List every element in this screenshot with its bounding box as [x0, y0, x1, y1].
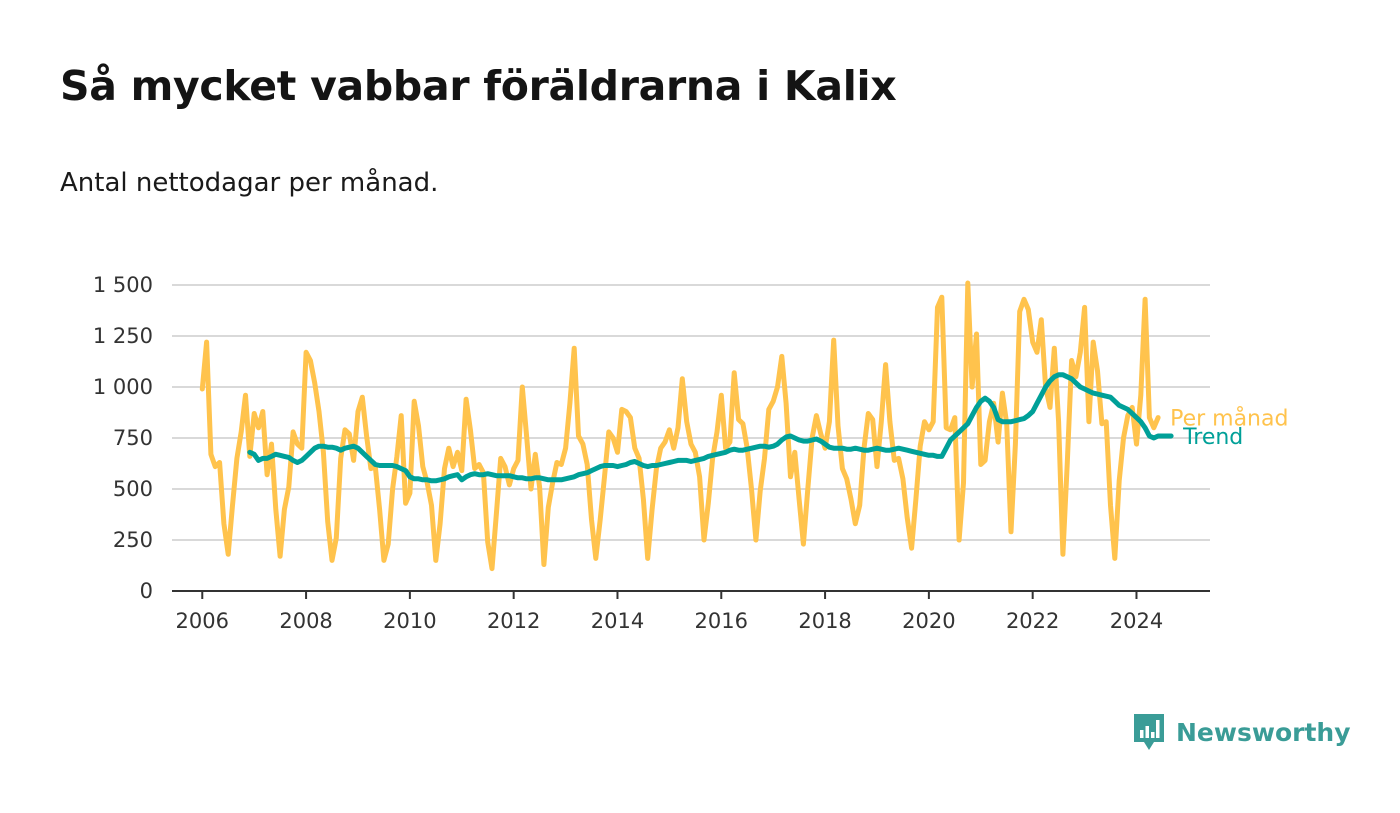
x-tick-label: 2012	[487, 609, 540, 633]
chart-title: Så mycket vabbar föräldrarna i Kalix	[60, 62, 897, 110]
x-tick-label: 2008	[279, 609, 332, 633]
x-tick-label: 2024	[1110, 609, 1163, 633]
x-tick-label: 2006	[176, 609, 229, 633]
series-lines	[199, 280, 1174, 572]
x-tick-label: 2018	[798, 609, 851, 633]
x-tick-label: 2022	[1006, 609, 1059, 633]
x-tick-label: 2014	[591, 609, 644, 633]
x-tick-label: 2010	[383, 609, 436, 633]
y-tick-label: 0	[140, 579, 153, 603]
newsworthy-logo-icon	[1134, 714, 1164, 750]
x-tick-label: 2020	[902, 609, 955, 633]
chart-subtitle: Antal nettodagar per månad.	[60, 168, 439, 198]
y-tick-label: 1 250	[93, 324, 153, 348]
y-tick-label: 1 500	[93, 273, 153, 297]
brand-name: Newsworthy	[1176, 717, 1351, 747]
y-tick-label: 250	[113, 528, 153, 552]
y-axis-ticks: 0 250 500 750 1 000 1 250 1 500	[93, 273, 153, 603]
series-line-per-manad	[199, 280, 1161, 572]
y-tick-label: 1 000	[93, 375, 153, 399]
y-tick-label: 750	[113, 426, 153, 450]
x-axis: 2006 2008 2010 2012 2014 2016 2018 2020 2022 2024	[172, 590, 1210, 633]
series-line-trend	[247, 372, 1174, 484]
newsworthy-brand[interactable]: Newsworthy	[1132, 712, 1351, 752]
y-tick-label: 500	[113, 477, 153, 501]
series-label-per-manad: Per månad	[1170, 406, 1288, 432]
x-tick-label: 2016	[695, 609, 748, 633]
series-label-trend: Trend	[1182, 425, 1243, 450]
